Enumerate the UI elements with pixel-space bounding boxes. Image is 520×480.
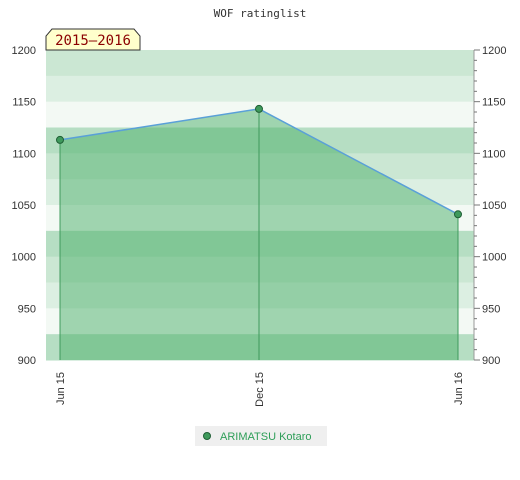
y-tick-label-right: 1150: [482, 97, 506, 109]
x-tick-label: Jun 15: [55, 372, 67, 405]
y-tick-label-left: 950: [18, 303, 36, 315]
y-tick-label-left: 1000: [12, 252, 36, 264]
legend-label: ARIMATSU Kotaro: [220, 431, 312, 443]
x-tick-label: Dec 15: [254, 372, 266, 407]
data-point[interactable]: [255, 104, 263, 113]
data-point[interactable]: [454, 210, 462, 219]
legend[interactable]: ARIMATSU Kotaro: [195, 426, 327, 446]
y-tick-label-right: 1000: [482, 252, 506, 264]
y-tick-label-left: 900: [18, 355, 36, 367]
y-tick-label-left: 1100: [12, 148, 36, 160]
chart-title: WOF ratinglist: [214, 7, 307, 20]
x-axis: Jun 15 Dec 15 Jun 16: [55, 372, 465, 407]
period-badge-label: 2015–2016: [55, 33, 131, 49]
y-tick-label-right: 950: [482, 303, 500, 315]
area-layer: [56, 104, 462, 361]
y-tick-label-left: 1050: [12, 200, 36, 212]
legend-marker: [203, 432, 211, 440]
background-band: [46, 75, 474, 103]
y-tick-label-right: 1050: [482, 200, 506, 212]
period-badge: 2015–2016: [45, 28, 141, 51]
background-band: [46, 50, 474, 77]
y-tick-label-right: 900: [482, 355, 500, 367]
y-axis-left: 900 950 1000 1050 1100 1150 1200: [12, 45, 36, 367]
y-tick-label-right: 1200: [482, 45, 506, 57]
y-axis-right: 900 950 1000 1050 1100 1150 1200: [473, 45, 506, 367]
y-tick-label-right: 1100: [482, 148, 506, 160]
x-tick-label: Jun 16: [453, 372, 465, 405]
data-point[interactable]: [56, 135, 64, 144]
y-tick-label-left: 1200: [12, 45, 36, 57]
y-tick-label-left: 1150: [12, 97, 36, 109]
